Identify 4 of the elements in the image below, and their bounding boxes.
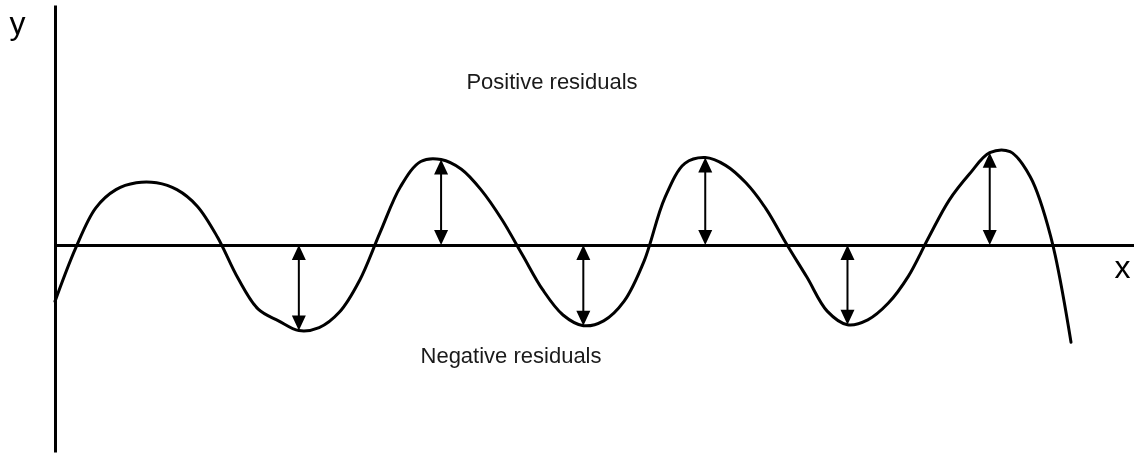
x-axis-title: x xyxy=(1114,248,1131,285)
y-axis-title: y xyxy=(9,4,26,41)
text: Negative residuals xyxy=(420,343,602,368)
text: Positive residuals xyxy=(466,69,638,94)
